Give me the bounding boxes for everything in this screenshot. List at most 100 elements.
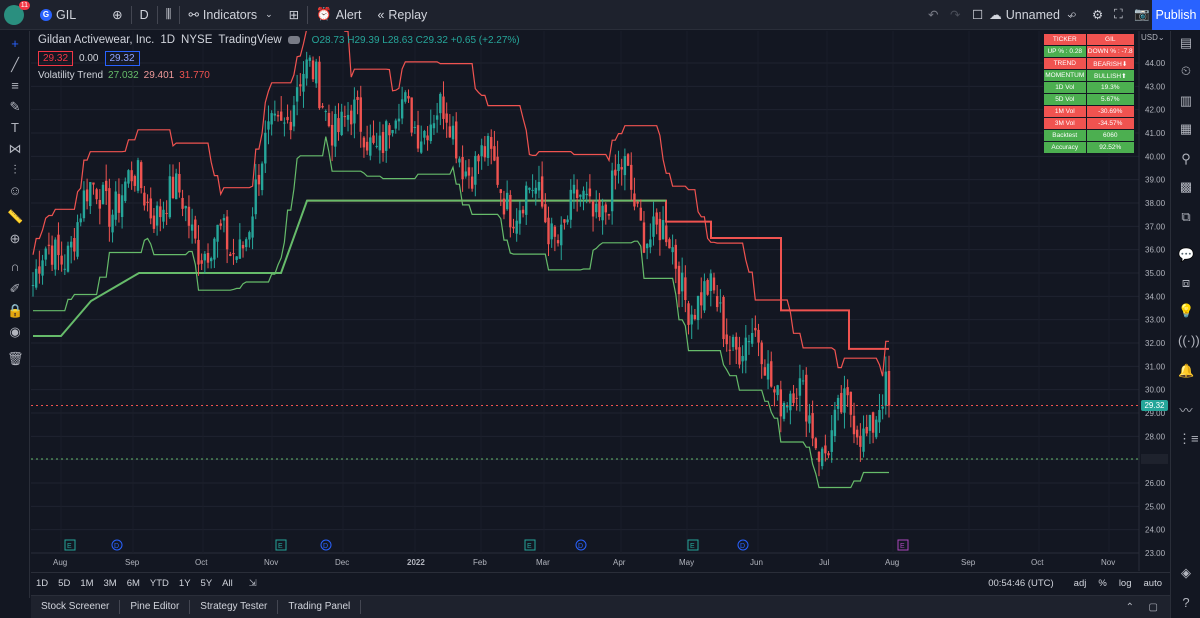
buy-price-button[interactable]: 29.32 [104,51,140,66]
candle-body [820,448,824,467]
range-button-ytd[interactable]: YTD [149,578,169,589]
redo-icon[interactable]: ↷ [950,8,961,22]
candle-body [467,167,471,176]
text-tool-icon[interactable]: T [11,120,19,135]
pattern-icon[interactable]: ⋈ [8,141,22,156]
brush-icon[interactable]: ✎ [9,99,21,114]
candle-body [57,234,60,256]
candle-body [311,60,315,80]
tab-pine-editor[interactable]: Pine Editor [120,600,191,614]
currency-label[interactable]: USD⌄ [1141,33,1165,42]
data-window-icon[interactable]: ▦ [1179,121,1193,136]
crosshair-icon[interactable]: + [11,36,19,51]
layers-icon[interactable]: ◈ [1181,565,1191,580]
candle-body [162,209,165,222]
info-table-cell: MOMENTUM [1044,70,1086,81]
price-axis-label: 44.00 [1145,59,1166,68]
log-toggle[interactable]: log [1118,578,1132,589]
trend-line-icon[interactable]: ╱ [11,57,19,72]
lock-drawing-icon[interactable]: ✐ [9,281,21,296]
fullscreen-icon[interactable]: ⛶ [1114,7,1123,21]
watchlist-icon[interactable]: ▤ [1179,35,1193,50]
info-table-cell: BEARISH⬇ [1086,58,1134,69]
undo-icon[interactable]: ↶ [928,8,939,22]
collapse-icon[interactable]: ⌃ [1125,601,1134,613]
signal-icon[interactable]: ((·)) [1178,333,1200,348]
streams-icon[interactable]: ⧈ [1181,275,1191,290]
symbol-logo-icon: G [40,8,52,21]
magnet-icon[interactable]: ∩ [10,259,20,274]
utc-clock[interactable]: 00:54:46 (UTC) [988,578,1054,589]
search-icon[interactable]: ⌕ [1070,7,1078,21]
compare-plus-icon[interactable]: ⊕ [112,8,123,22]
info-table-cell: -34.57% [1086,118,1134,129]
ruler-icon[interactable]: 📏 [7,209,24,224]
drawing-toolbar: + ╱ ≡ ✎ T ⋈ ⫶ ☺ 📏 ⊕ ∩ ✐ 🔒 ◉ 🗑 [0,31,30,598]
gear-icon[interactable]: ⚙ [1092,8,1104,22]
chart-style-icon[interactable]: ⫼ [165,7,172,21]
range-button-3m[interactable]: 3M [103,578,117,589]
chart-area[interactable]: 44.00 43.00 42.00 41.00 40.00 39.00 38.00 37.00… [31,31,1170,571]
bell-icon[interactable]: 🔔 [1178,363,1195,378]
auto-toggle[interactable]: auto [1143,578,1163,589]
camera-icon[interactable]: 📷 [1134,7,1150,21]
calendar-icon[interactable]: ▩ [1179,179,1193,194]
ideas-icon[interactable]: ⧉ [1181,209,1191,224]
candle-body [750,332,754,344]
indicators-button[interactable]: ⚯ Indicators ⌄ [180,0,280,30]
percent-toggle[interactable]: % [1098,578,1107,589]
legend-source: TradingView [218,34,282,46]
prediction-icon[interactable]: ⫶ [13,162,17,177]
goto-date-icon[interactable]: ⇲ [248,578,257,589]
candle-body [194,219,197,239]
lightbulb-icon[interactable]: 💡 [1178,303,1195,318]
range-button-5y[interactable]: 5Y [200,578,213,589]
trash-icon[interactable]: 🗑 [7,351,24,366]
candle-body [792,393,795,403]
zoom-in-icon[interactable]: ⊕ [9,231,21,246]
range-button-1d[interactable]: 1D [36,578,49,589]
legend-toggle-icon[interactable] [287,36,300,44]
emoji-icon[interactable]: ☺ [8,183,22,198]
sell-price-button[interactable]: 29.32 [38,51,74,66]
lock-icon[interactable]: 🔒 [7,303,24,318]
candle-body [257,174,261,185]
user-avatar[interactable]: 11 [4,0,30,25]
candle-body [318,61,321,109]
indicator-name[interactable]: Volatility Trend [38,70,104,81]
layouts-grid-icon[interactable]: ⊞ [288,8,300,22]
price-chart[interactable]: 44.00 43.00 42.00 41.00 40.00 39.00 38.00 37.00… [31,31,1170,571]
candle-body [668,239,671,249]
candle-body [143,192,146,206]
hotlist-icon[interactable]: ⚲ [1181,151,1191,166]
symbol-search[interactable]: G GIL [32,0,84,30]
range-button-1m[interactable]: 1M [80,578,94,589]
range-button-6m[interactable]: 6M [126,578,140,589]
eye-icon[interactable]: ◉ [9,324,21,339]
news-icon[interactable]: ▥ [1179,93,1193,108]
chat-icon[interactable]: 💬 [1178,247,1195,262]
dom-icon[interactable]: ⋮≡ [1178,431,1199,446]
layout-name-button[interactable]: ☐ ☁ Unnamed ⌄ [964,0,1081,30]
interval-button[interactable]: D [139,7,149,22]
range-button-5d[interactable]: 5D [58,578,71,589]
candle-body [130,170,133,182]
candle-body [741,356,744,362]
tab-stock-screener[interactable]: Stock Screener [31,600,121,614]
adj-toggle[interactable]: adj [1073,578,1087,589]
replay-button[interactable]: « Replay [369,0,435,30]
sparkline-icon[interactable]: 〰 [1179,403,1193,418]
candle-body [540,176,544,207]
info-table-cell: TICKER [1044,34,1086,45]
tab-trading-panel[interactable]: Trading Panel [278,600,362,614]
tab-strategy-tester[interactable]: Strategy Tester [190,600,279,614]
range-button-all[interactable]: All [222,578,233,589]
alerts-clock-icon[interactable]: ⏲ [1180,63,1192,78]
candle-body [111,214,114,233]
publish-button[interactable]: Publish [1152,0,1200,30]
range-button-1y[interactable]: 1Y [178,578,191,589]
help-icon[interactable]: ? [1182,595,1190,610]
fib-lines-icon[interactable]: ≡ [11,78,19,93]
maximize-icon[interactable]: ▢ [1148,601,1158,613]
alert-button[interactable]: ⏰ Alert [308,0,369,30]
